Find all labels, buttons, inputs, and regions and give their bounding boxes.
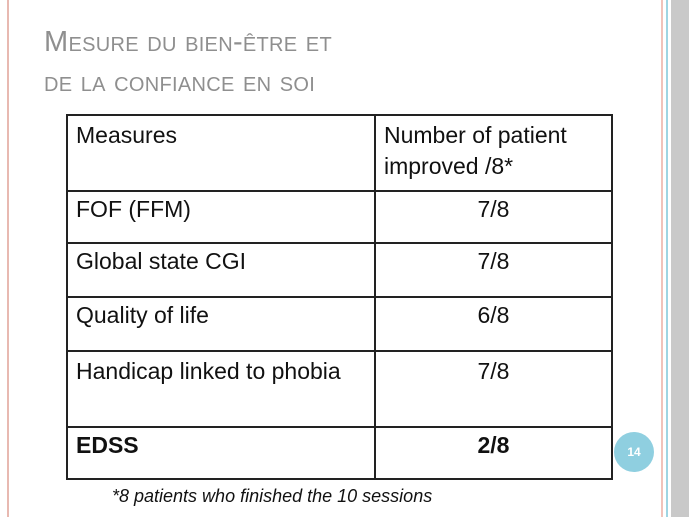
title-line-1: Mesure du bien-être et — [44, 26, 332, 58]
table-row: Handicap linked to phobia 7/8 — [66, 350, 613, 428]
slide-title: Mesure du bien-être et de la confiance e… — [44, 22, 604, 102]
table-row: EDSS 2/8 — [66, 426, 613, 480]
page-number-badge: 14 — [614, 432, 654, 472]
cell-measure: Handicap linked to phobia — [66, 350, 376, 428]
cell-measure: FOF (FFM) — [66, 190, 376, 244]
page-number: 14 — [627, 445, 641, 459]
cell-value: 2/8 — [374, 426, 613, 480]
table-row: Global state CGI 7/8 — [66, 242, 613, 298]
cell-value: 6/8 — [374, 296, 613, 352]
header-improved: Number of patient improved /8* — [374, 114, 613, 192]
cell-value: 7/8 — [374, 190, 613, 244]
table-row: FOF (FFM) 7/8 — [66, 190, 613, 244]
cell-value: 7/8 — [374, 350, 613, 428]
header-measures: Measures — [66, 114, 376, 192]
cell-measure: Quality of life — [66, 296, 376, 352]
table-header-row: Measures Number of patient improved /8* — [66, 114, 613, 192]
results-table: Measures Number of patient improved /8* … — [66, 114, 613, 480]
cell-measure: EDSS — [66, 426, 376, 480]
footnote: *8 patients who finished the 10 sessions — [112, 486, 433, 506]
left-border-line — [7, 0, 9, 517]
right-decorative-band — [659, 0, 689, 517]
cell-value: 7/8 — [374, 242, 613, 298]
table-row: Quality of life 6/8 — [66, 296, 613, 352]
cell-measure: Global state CGI — [66, 242, 376, 298]
title-line-2: de la confiance en soi — [44, 66, 316, 98]
